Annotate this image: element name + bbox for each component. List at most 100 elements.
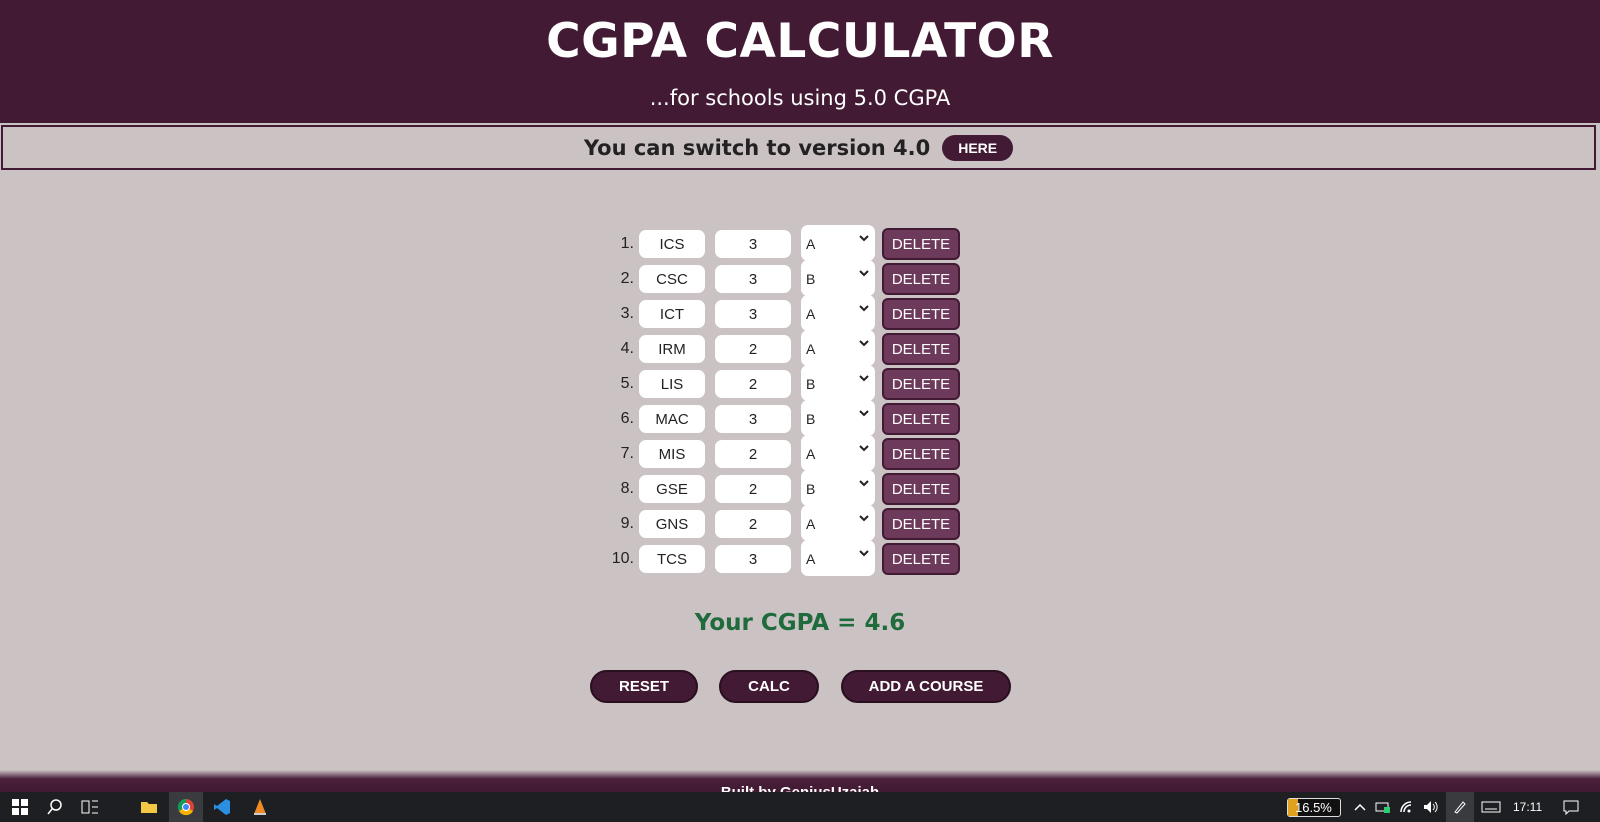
grade-value: B [806,481,816,497]
course-code-input[interactable] [639,230,705,258]
row-number: 8. [620,480,634,497]
vscode-icon[interactable] [206,792,238,822]
grade-select[interactable]: B [801,260,875,296]
taskbar-clock[interactable]: 17:11 [1513,800,1543,814]
row-number: 6. [620,410,634,427]
battery-level-icon [1288,799,1298,816]
footer: Built by GeniusUzaiah [0,770,1600,792]
grade-select[interactable]: B [801,400,875,436]
delete-course-button[interactable]: DELETE [882,333,960,365]
course-code-input[interactable] [639,405,705,433]
version-switch-banner: You can switch to version 4.0 HERE [1,125,1596,170]
grade-value: A [806,306,816,322]
page-title: CGPA CALCULATOR [546,14,1054,69]
reset-button[interactable]: RESET [590,670,698,703]
delete-course-button[interactable]: DELETE [882,438,960,470]
course-units-input[interactable] [715,510,791,538]
course-units-input[interactable] [715,405,791,433]
row-number: 3. [620,305,634,322]
course-row: 8. B DELETE [600,470,960,506]
app-header: CGPA CALCULATOR ...for schools using 5.0… [0,0,1600,123]
course-units-input[interactable] [715,475,791,503]
grade-value: A [806,446,816,462]
battery-percent: 16.5% [1295,800,1332,815]
delete-course-button[interactable]: DELETE [882,543,960,575]
grade-value: A [806,236,816,252]
grade-select[interactable]: B [801,365,875,401]
grade-value: B [806,411,816,427]
search-icon[interactable] [40,792,70,822]
grade-value: B [806,376,816,392]
grade-select[interactable]: A [801,505,875,541]
chevron-down-icon [859,305,869,312]
file-explorer-icon[interactable] [133,792,165,822]
course-code-input[interactable] [639,475,705,503]
course-row: 6. B DELETE [600,400,960,436]
add-course-button[interactable]: ADD A COURSE [841,670,1011,703]
course-units-input[interactable] [715,300,791,328]
pen-icon[interactable] [1446,792,1474,822]
page-subtitle: ...for schools using 5.0 CGPA [649,86,951,110]
battery-indicator[interactable]: 16.5% [1287,798,1341,817]
chevron-down-icon [859,410,869,417]
delete-course-button[interactable]: DELETE [882,403,960,435]
chevron-up-icon[interactable] [1350,792,1370,822]
notifications-icon[interactable] [1556,792,1586,822]
row-number: 5. [620,375,634,392]
chevron-down-icon [859,235,869,242]
delete-course-button[interactable]: DELETE [882,263,960,295]
delete-course-button[interactable]: DELETE [882,508,960,540]
grade-select[interactable]: B [801,470,875,506]
calc-button[interactable]: CALC [719,670,819,703]
grade-select[interactable]: A [801,330,875,366]
grade-value: A [806,551,816,567]
course-row: 10. A DELETE [600,540,960,576]
taskbar [0,792,1600,822]
chevron-down-icon [859,445,869,452]
course-code-input[interactable] [639,300,705,328]
cgpa-result: Your CGPA = 4.6 [694,610,906,636]
grade-select[interactable]: A [801,540,875,576]
course-units-input[interactable] [715,335,791,363]
course-units-input[interactable] [715,265,791,293]
course-code-input[interactable] [639,370,705,398]
chrome-icon[interactable] [169,792,203,822]
delete-course-button[interactable]: DELETE [882,298,960,330]
course-units-input[interactable] [715,370,791,398]
grade-select[interactable]: A [801,295,875,331]
chevron-down-icon [859,375,869,382]
windows-start-icon[interactable] [5,792,35,822]
course-row: 5. B DELETE [600,365,960,401]
row-number: 4. [620,340,634,357]
delete-course-button[interactable]: DELETE [882,368,960,400]
delete-course-button[interactable]: DELETE [882,473,960,505]
row-number: 9. [620,515,634,532]
course-code-input[interactable] [639,510,705,538]
course-code-input[interactable] [639,335,705,363]
switch-version-button[interactable]: HERE [942,134,1014,161]
delete-course-button[interactable]: DELETE [882,228,960,260]
grade-value: A [806,341,816,357]
course-units-input[interactable] [715,440,791,468]
wifi-icon[interactable] [1396,792,1418,822]
grade-select[interactable]: A [801,435,875,471]
course-row: 3. A DELETE [600,295,960,331]
vlc-icon[interactable] [244,792,276,822]
course-code-input[interactable] [639,440,705,468]
grade-select[interactable]: A [801,225,875,261]
network-icon[interactable] [1372,792,1394,822]
chevron-down-icon [859,480,869,487]
course-row: 9. A DELETE [600,505,960,541]
course-units-input[interactable] [715,545,791,573]
keyboard-icon[interactable] [1478,792,1504,822]
volume-icon[interactable] [1420,792,1442,822]
task-view-icon[interactable] [75,792,105,822]
course-units-input[interactable] [715,230,791,258]
version-switch-text: You can switch to version 4.0 [583,135,931,160]
grade-value: A [806,516,816,532]
course-code-input[interactable] [639,265,705,293]
chevron-down-icon [859,550,869,557]
grade-value: B [806,271,816,287]
chevron-down-icon [859,515,869,522]
course-code-input[interactable] [639,545,705,573]
